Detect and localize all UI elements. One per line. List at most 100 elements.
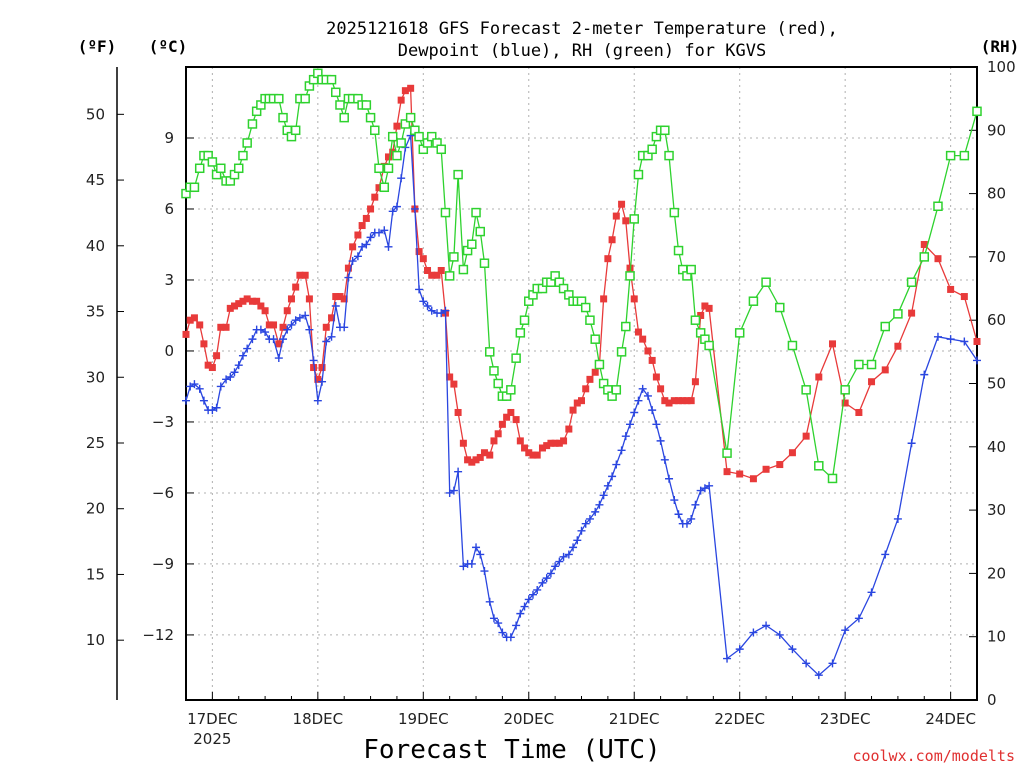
dewpoint-point — [340, 323, 349, 332]
rh-tick-label: 70 — [987, 248, 1006, 266]
rh-point — [590, 334, 600, 344]
temperature-point — [551, 439, 559, 447]
x-tick-label: 19DEC — [398, 710, 449, 728]
rh-tick-label: 40 — [987, 438, 1006, 456]
temperature-point — [683, 397, 691, 405]
dewpoint-point — [555, 557, 564, 566]
dewpoint-point — [331, 302, 340, 311]
temperature-point — [661, 397, 669, 405]
dewpoint-point — [775, 630, 784, 639]
rh-tick-label: 20 — [987, 564, 1006, 582]
temperature-point — [401, 87, 409, 95]
rh-point — [959, 150, 970, 161]
rh-point — [189, 182, 200, 193]
rh-tick-label: 100 — [987, 58, 1016, 76]
rh-point — [383, 163, 394, 174]
temperature-point — [275, 340, 283, 348]
rh-point — [374, 163, 384, 174]
series-line — [185, 87, 978, 480]
rh-point — [893, 309, 903, 319]
temperature-point — [328, 314, 336, 322]
rh-point — [339, 112, 349, 123]
rh-point — [278, 112, 288, 123]
dewpoint-point — [216, 382, 225, 391]
celsius-tick-label: −6 — [152, 484, 174, 502]
temperature-point — [622, 217, 630, 225]
temperature-point — [407, 84, 415, 92]
dewpoint-point — [397, 174, 406, 183]
temperature-point — [723, 468, 731, 476]
dewpoint-point — [533, 585, 542, 594]
dewpoint-point — [195, 384, 204, 393]
rh-tick-label: 10 — [987, 628, 1006, 646]
rh-point — [669, 207, 680, 218]
rh-tick-label: 90 — [987, 121, 1006, 139]
dewpoint-point — [291, 316, 300, 325]
temperature-point — [604, 255, 612, 263]
dewpoint-point — [358, 242, 367, 251]
chart-title-line2: Dewpoint (blue), RH (green) for KGVS — [398, 41, 766, 61]
temperature-point — [314, 375, 322, 383]
dewpoint-point — [608, 472, 617, 481]
temperature-point — [675, 397, 683, 405]
dewpoint-point — [612, 460, 621, 469]
celsius-tick-label: 9 — [164, 129, 174, 147]
temperature-point — [947, 285, 955, 293]
temperature-point — [591, 368, 599, 376]
dewpoint-point — [366, 233, 375, 242]
rh-point — [387, 131, 398, 142]
temperature-point — [190, 314, 198, 322]
temperature-point — [476, 453, 484, 461]
dewpoint-point — [437, 309, 446, 318]
dewpoint-point — [595, 500, 604, 509]
rh-point — [365, 112, 376, 123]
temperature-point — [582, 385, 590, 393]
rh-point — [633, 169, 644, 180]
dewpoint-point — [449, 486, 458, 495]
x-tick-label: 24DEC — [925, 710, 976, 728]
dewpoint-point — [546, 569, 555, 578]
dewpoint-point — [279, 335, 288, 344]
rh-point — [866, 359, 877, 370]
dewpoint-point — [384, 242, 393, 251]
dewpoint-point — [696, 486, 705, 495]
rh-point — [370, 125, 380, 136]
temperature-point — [367, 205, 375, 213]
temperature-point — [657, 385, 665, 393]
dewpoint-point — [973, 356, 981, 365]
rh-point — [396, 138, 406, 148]
rh-point — [621, 321, 631, 332]
temperature-point — [894, 342, 902, 350]
dewpoint-point — [353, 252, 362, 261]
dewpoint-point — [520, 602, 529, 611]
temperature-point — [973, 337, 981, 345]
rh-point — [207, 157, 218, 167]
temperature-point — [428, 271, 436, 279]
dewpoint-point — [388, 207, 397, 216]
dewpoint-point — [226, 372, 235, 381]
x-tick-label: 22DEC — [714, 710, 765, 728]
rh-point — [449, 252, 459, 262]
series-line — [185, 135, 978, 677]
dewpoint-point — [581, 519, 590, 528]
temperature-point — [533, 451, 541, 459]
temperature-point — [569, 406, 577, 414]
temperature-point — [665, 399, 673, 407]
fahrenheit-tick-label: 20 — [86, 500, 105, 518]
rh-point — [489, 366, 499, 376]
rh-point — [594, 359, 605, 370]
temperature-point — [960, 293, 968, 301]
rh-point — [690, 315, 701, 325]
temperature-point — [283, 307, 291, 315]
rh-point — [519, 315, 530, 325]
rh-point — [335, 100, 345, 110]
temperature-point — [507, 408, 515, 416]
temperature-point — [437, 267, 445, 275]
dewpoint-point — [585, 514, 594, 523]
temperature-point — [196, 321, 204, 329]
rh-point — [580, 302, 591, 313]
fahrenheit-tick-label: 35 — [86, 303, 105, 321]
rh-point — [761, 277, 771, 287]
dewpoint-point — [182, 396, 190, 405]
temperature-point — [415, 248, 423, 256]
